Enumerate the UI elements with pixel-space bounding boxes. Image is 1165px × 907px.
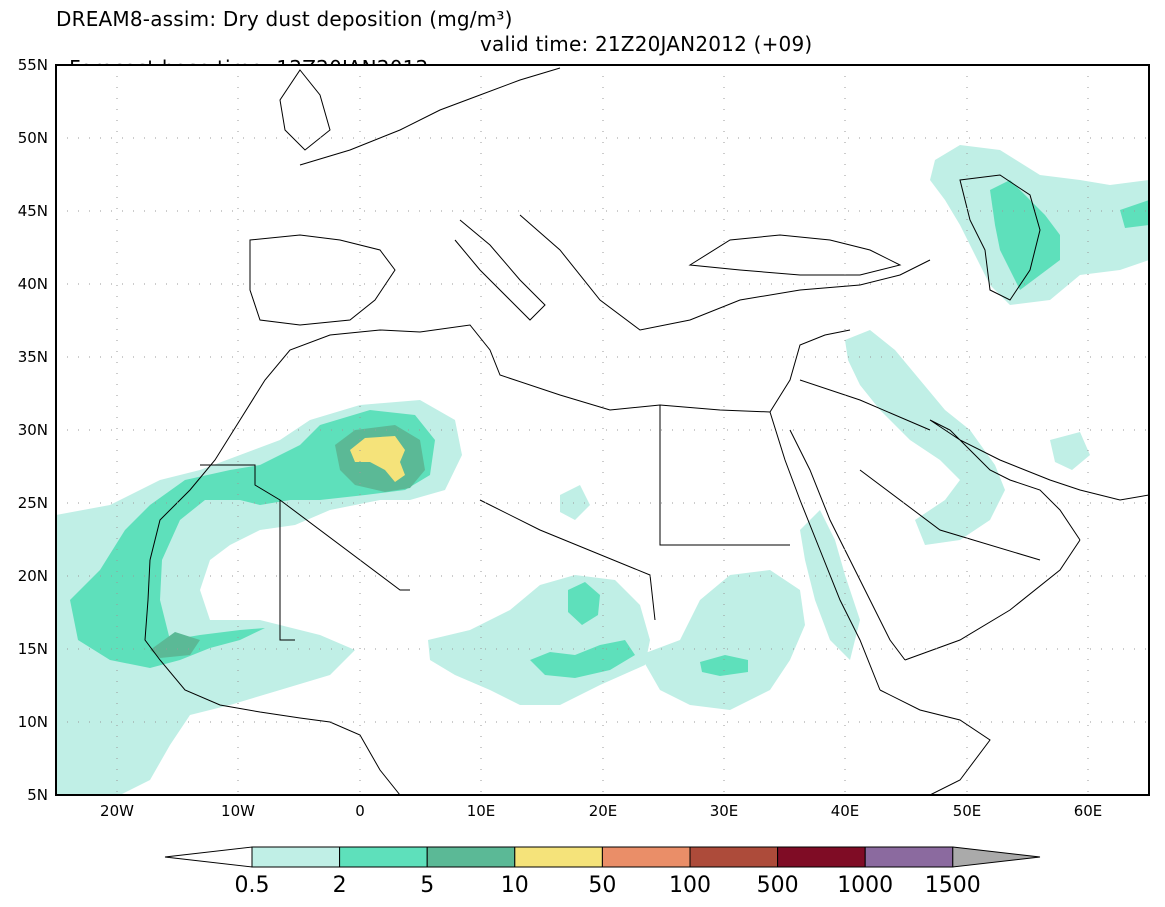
dust-area-chad-medium [530,640,635,678]
dust-area-caspian-east [1120,200,1149,228]
lon-tick-label: 10E [467,802,496,820]
colorbar-bin [514,846,603,868]
lat-tick-label: 5N [27,786,48,804]
lat-tick-label: 35N [18,348,48,366]
chart-title: DREAM8-assim: Dry dust deposition (mg/m³… [56,7,513,31]
coastline-caspian [959,174,1041,301]
colorbar-bin [426,846,516,868]
colorbar-bin [777,846,866,868]
dust-area-west-africa-dark-2 [150,632,200,658]
dust-area-caspian-medium [990,180,1060,290]
dust-area-gulf-east [1050,432,1090,470]
lat-tick-label: 15N [18,640,48,658]
lat-tick-label: 10N [18,713,48,731]
lon-tick-label: 10W [221,802,255,820]
colorbar-below-triangle [164,846,253,868]
longitude-axis: 20W 10W 0 10E 20E 30E 40E 50E 60E [100,802,1102,820]
colorbar: 0.5 2 5 10 50 100 500 1000 1500 [164,846,1041,898]
lat-tick-label: 45N [18,202,48,220]
lat-tick-label: 55N [18,56,48,74]
dust-area-west-africa-peak [350,436,405,482]
dust-deposition-layer [56,145,1149,795]
lon-tick-label: 20E [589,802,618,820]
coastline-iberia [249,234,396,326]
map-frame [55,64,1150,796]
graticule [56,65,1149,795]
dust-area-west-africa-medium [70,410,435,668]
colorbar-bin [601,846,691,868]
border-sahara-1 [200,464,410,591]
dust-area-mesopotamia-light [845,330,1005,545]
dust-area-red-sea [800,510,860,660]
lon-tick-label: 20W [100,802,134,820]
latitude-axis: 55N 50N 45N 40N 35N 30N 25N 20N 15N 10N … [18,56,48,804]
coastline-black-sea [688,234,902,276]
coastline-north-africa [149,324,851,561]
coastline-red-sea-west [769,411,881,691]
colorbar-bin [339,846,428,868]
lon-tick-label: 30E [710,802,739,820]
coastline-west-africa [144,559,401,795]
colorbar-bin [689,846,779,868]
coastline-arabia-south [904,539,1081,661]
colorbar-label: 5 [420,873,434,898]
colorbar-label: 2 [333,873,347,898]
lon-tick-label: 40E [831,802,860,820]
lon-tick-label: 50E [953,802,982,820]
lat-tick-label: 30N [18,421,48,439]
border-libya-egypt [659,405,790,546]
coastline-italy [454,219,546,321]
lat-tick-label: 20N [18,567,48,585]
colorbar-above-triangle [952,846,1041,868]
coastlines-borders [144,67,1149,795]
colorbar-label: 500 [757,873,799,898]
lat-tick-label: 25N [18,494,48,512]
lat-tick-label: 40N [18,275,48,293]
dust-area-libya-light [560,485,590,520]
coastline-horn [879,689,991,795]
colorbar-bin [251,846,341,868]
dust-area-sudan-light [640,570,805,710]
colorbar-label: 0.5 [235,873,270,898]
colorbar-label: 1500 [925,873,981,898]
colorbar-label: 1000 [837,873,893,898]
border-sahara-2 [279,500,295,641]
colorbar-label: 50 [588,873,616,898]
lon-tick-label: 60E [1074,802,1103,820]
valid-time: valid time: 21Z20JAN2012 (+09) [480,32,813,56]
colorbar-label: 10 [501,873,529,898]
coastline-gulf [929,419,1149,541]
coastline-britain [279,69,331,151]
lon-tick-label: 0 [355,802,365,820]
border-libya-chad [479,499,656,621]
coastline-europe-north [299,67,561,166]
dust-area-sudan-medium [700,655,748,676]
coastline-red-sea-east [789,429,906,661]
colorbar-bin [864,846,954,868]
lat-tick-label: 50N [18,129,48,147]
border-arabia [799,379,1041,561]
coastline-balkans-turkey [519,214,931,331]
dust-area-west-africa-light [56,400,462,795]
dust-area-chad-medium-2 [568,582,600,625]
colorbar-label: 100 [669,873,711,898]
